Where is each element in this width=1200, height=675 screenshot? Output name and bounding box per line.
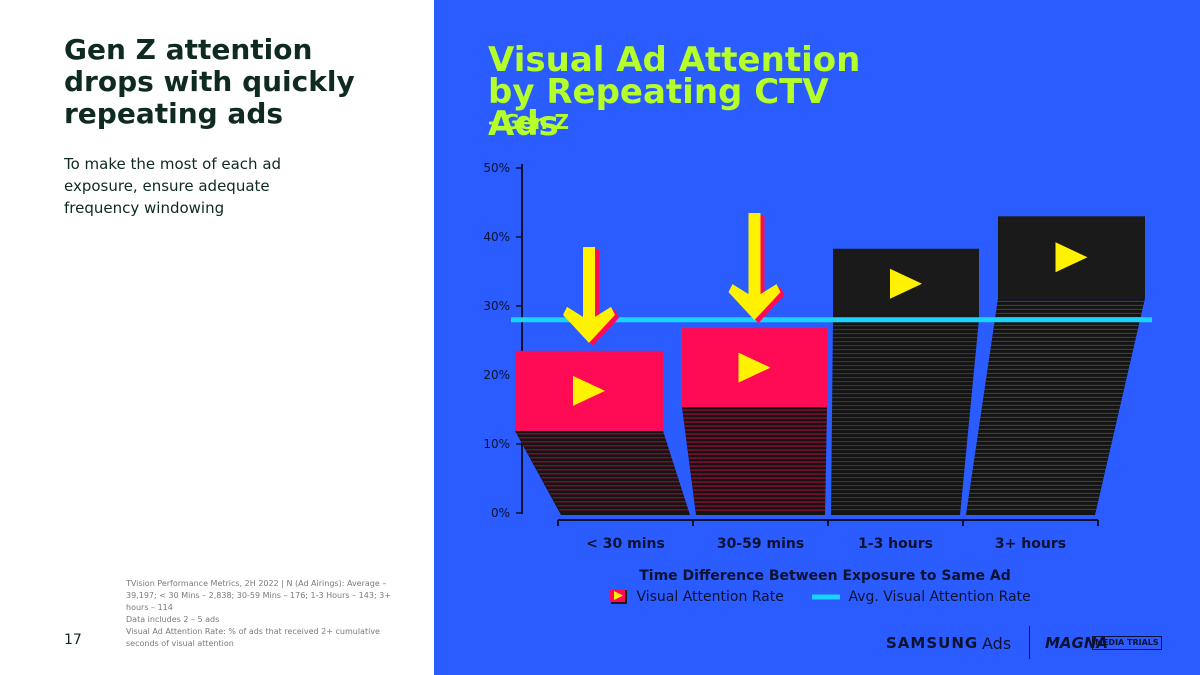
x-tick-label: 3+ hours xyxy=(995,536,1066,552)
media-trials-logo: MEDIA TRIALS xyxy=(1092,636,1162,650)
play-icon xyxy=(890,268,922,299)
page-headline: Gen Z attention drops with quickly repea… xyxy=(64,33,355,130)
y-tick-label: 20% xyxy=(483,368,510,382)
legend-item-rate: Visual Attention Rate xyxy=(610,589,784,605)
play-icon xyxy=(573,375,605,406)
legend-line-swatch xyxy=(812,594,840,600)
down-arrow-icon xyxy=(563,247,615,343)
page-subtext: To make the most of each ad exposure, en… xyxy=(64,155,282,217)
x-tick-label: 30-59 mins xyxy=(717,536,804,552)
y-tick-label: 0% xyxy=(491,506,510,520)
chart-title: Visual Ad Attention by Repeating CTV Ads xyxy=(488,40,908,144)
bar-chart: 0% 10% 20% 30% 40% 50% < 30 mins 30-59 mins 1-3 … xyxy=(483,161,1152,552)
y-tick-label: 10% xyxy=(483,437,510,451)
bar-stand xyxy=(682,407,827,515)
y-tick-label: 30% xyxy=(483,299,510,313)
page-number: 17 xyxy=(64,632,82,648)
y-tick-label: 40% xyxy=(483,230,510,244)
footnote: TVision Performance Metrics, 2H 2022 | N… xyxy=(126,578,401,650)
legend-item-average: Avg. Visual Attention Rate xyxy=(812,589,1031,605)
legend-play-swatch xyxy=(610,589,627,604)
bar-stand xyxy=(966,298,1145,515)
x-tick-label: < 30 mins xyxy=(586,536,665,552)
down-arrow-icon xyxy=(728,213,781,321)
y-tick-label: 50% xyxy=(483,161,510,175)
footnote-data: Data includes 2 – 5 ads xyxy=(126,615,220,624)
ads-logo-text: Ads xyxy=(982,634,1012,653)
logo-divider xyxy=(1029,626,1030,659)
bar-stand xyxy=(515,430,690,515)
legend-label-average: Avg. Visual Attention Rate xyxy=(848,589,1031,605)
footnote-source: TVision Performance Metrics, 2H 2022 | N… xyxy=(126,579,391,612)
chart-title-text: Visual Ad Attention by Repeating CTV Ads xyxy=(488,40,861,144)
play-icon xyxy=(1055,242,1088,273)
legend-label-rate: Visual Attention Rate xyxy=(636,589,784,605)
left-panel xyxy=(0,0,434,675)
x-axis-title: Time Difference Between Exposure to Same… xyxy=(639,568,1011,584)
samsung-logo: SAMSUNG xyxy=(886,634,979,652)
footnote-definition: Visual Ad Attention Rate: % of ads that … xyxy=(126,627,380,648)
x-tick-label: 1-3 hours xyxy=(858,536,933,552)
chart-subtitle: - Gen Z xyxy=(488,110,569,134)
play-icon xyxy=(738,352,771,383)
